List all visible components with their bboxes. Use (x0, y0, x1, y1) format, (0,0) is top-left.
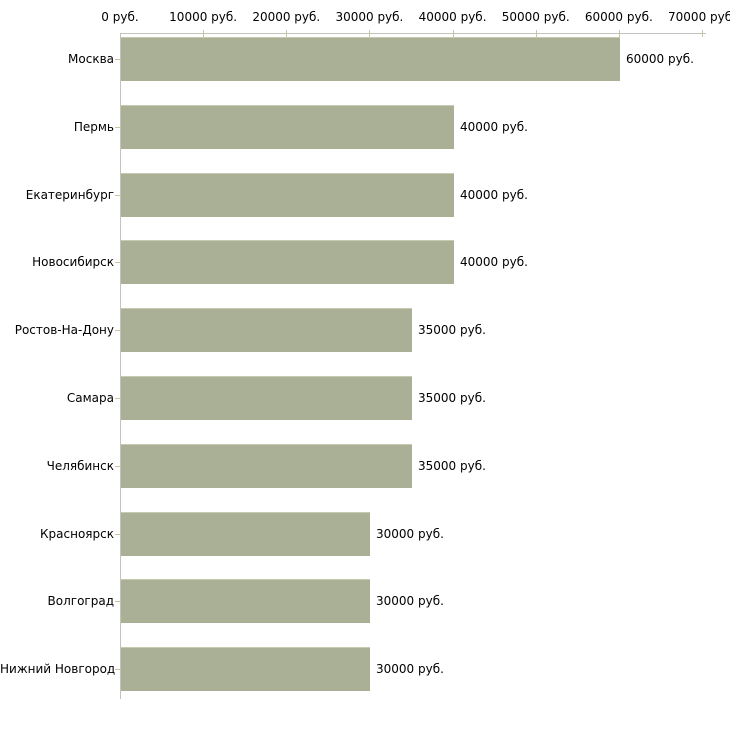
x-axis-tick-mark (702, 30, 703, 37)
category-label: Нижний Новгород (0, 662, 116, 676)
bar (121, 173, 454, 217)
bar (121, 37, 620, 81)
y-axis-line (120, 33, 121, 699)
x-axis-tick-mark (203, 30, 204, 37)
x-axis-tick-label: 10000 руб. (169, 10, 238, 24)
category-tick-mark (115, 398, 120, 399)
category-label: Екатеринбург (25, 188, 114, 202)
category-tick-mark (115, 669, 120, 670)
category-label: Волгоград (47, 594, 114, 608)
value-label: 35000 руб. (418, 459, 486, 473)
category-tick-mark (115, 127, 120, 128)
x-axis-tick-mark (619, 30, 620, 37)
bar (121, 105, 454, 149)
bar (121, 376, 412, 420)
bar (121, 647, 370, 691)
value-label: 30000 руб. (376, 662, 444, 676)
x-axis-tick-label: 70000 руб. (668, 10, 730, 24)
category-tick-mark (115, 262, 120, 263)
category-label: Челябинск (46, 459, 114, 473)
x-axis-tick-label: 60000 руб. (584, 10, 653, 24)
bar (121, 240, 454, 284)
category-tick-mark (115, 59, 120, 60)
category-tick-mark (115, 601, 120, 602)
category-tick-mark (115, 534, 120, 535)
value-label: 60000 руб. (626, 52, 694, 66)
bar (121, 444, 412, 488)
value-label: 40000 руб. (460, 255, 528, 269)
category-tick-mark (115, 466, 120, 467)
category-label: Самара (66, 391, 114, 405)
x-axis-tick-mark (286, 30, 287, 37)
value-label: 35000 руб. (418, 391, 486, 405)
x-axis-tick-mark (536, 30, 537, 37)
category-label: Пермь (73, 120, 114, 134)
value-label: 30000 руб. (376, 527, 444, 541)
value-label: 40000 руб. (460, 188, 528, 202)
category-label: Красноярск (40, 527, 114, 541)
x-axis-tick-label: 40000 руб. (418, 10, 487, 24)
category-label: Новосибирск (32, 255, 114, 269)
x-axis-tick-mark (369, 30, 370, 37)
bar (121, 579, 370, 623)
category-tick-mark (115, 195, 120, 196)
x-axis-tick-label: 20000 руб. (252, 10, 321, 24)
x-axis-tick-mark (453, 30, 454, 37)
category-label: Москва (68, 52, 114, 66)
x-axis-tick-label: 0 руб. (101, 10, 139, 24)
bar (121, 308, 412, 352)
value-label: 40000 руб. (460, 120, 528, 134)
x-axis-tick-label: 30000 руб. (335, 10, 404, 24)
x-axis-line (120, 33, 706, 34)
x-axis-tick-label: 50000 руб. (501, 10, 570, 24)
value-label: 35000 руб. (418, 323, 486, 337)
category-tick-mark (115, 330, 120, 331)
category-label: Ростов-На-Дону (14, 323, 114, 337)
bar (121, 512, 370, 556)
value-label: 30000 руб. (376, 594, 444, 608)
